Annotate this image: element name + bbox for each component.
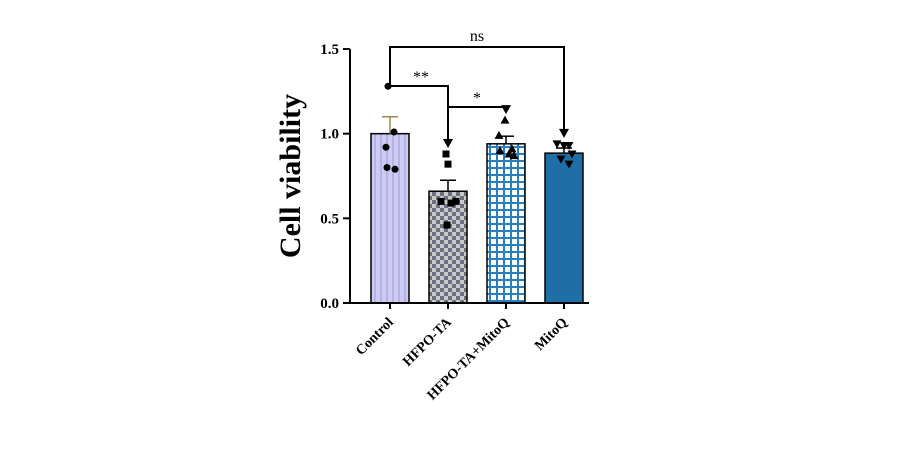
x-tick-label-3: MitoQ [532, 315, 571, 354]
data-point-3-0 [552, 140, 562, 149]
bracket-arrowhead [501, 105, 511, 115]
bracket-line [389, 46, 565, 130]
bar-3 [544, 152, 584, 304]
bracket-line [448, 106, 507, 111]
bracket-arrowhead [559, 128, 569, 138]
data-point-1-2 [437, 197, 445, 205]
data-point-3-2 [559, 142, 569, 151]
significance-bracket-double-star: ** [390, 69, 453, 148]
data-point-0-4 [391, 165, 399, 173]
x-tick-label-1: HFPO-TA [400, 315, 455, 370]
bar-0 [370, 132, 410, 304]
y-tick-label-1: 0.5 [320, 211, 339, 227]
significance-label-ns: ns [470, 28, 484, 45]
y-tick-label-2: 1.0 [320, 127, 339, 143]
bar-2 [486, 143, 526, 304]
y-axis-label: Cell viability [274, 94, 307, 258]
significance-bracket-star: * [448, 90, 511, 115]
data-point-2-5 [509, 151, 519, 160]
data-point-1-4 [452, 197, 460, 205]
data-point-1-1 [444, 160, 452, 168]
bracket-line [390, 85, 449, 140]
y-tick-label-0: 0.0 [320, 296, 339, 312]
data-point-1-3 [447, 199, 455, 207]
data-point-1-0 [442, 150, 450, 158]
error-bar-1 [440, 179, 456, 192]
data-point-2-3 [495, 146, 505, 155]
data-point-1-5 [443, 221, 451, 229]
data-point-2-2 [507, 144, 517, 153]
data-point-2-0 [500, 115, 510, 124]
data-point-3-5 [564, 160, 574, 169]
data-point-0-3 [383, 164, 391, 172]
significance-label-star: * [473, 90, 481, 107]
data-point-0-2 [382, 143, 390, 151]
x-tick-label-0: Control [353, 315, 397, 359]
bar-1 [428, 190, 468, 304]
significance-bracket-ns: ns [389, 28, 569, 138]
significance-label-double-star: ** [413, 69, 429, 86]
bracket-arrowhead [443, 138, 453, 148]
data-point-0-1 [390, 128, 398, 136]
plot-area [370, 82, 584, 304]
data-point-3-3 [567, 150, 577, 159]
data-point-2-4 [504, 149, 514, 158]
axes: 0.0 0.5 1.0 1.5 [320, 42, 589, 312]
data-point-3-4 [556, 155, 566, 164]
error-bar-0 [382, 115, 398, 134]
data-point-2-1 [494, 130, 504, 139]
y-tick-label-3: 1.5 [320, 42, 339, 58]
